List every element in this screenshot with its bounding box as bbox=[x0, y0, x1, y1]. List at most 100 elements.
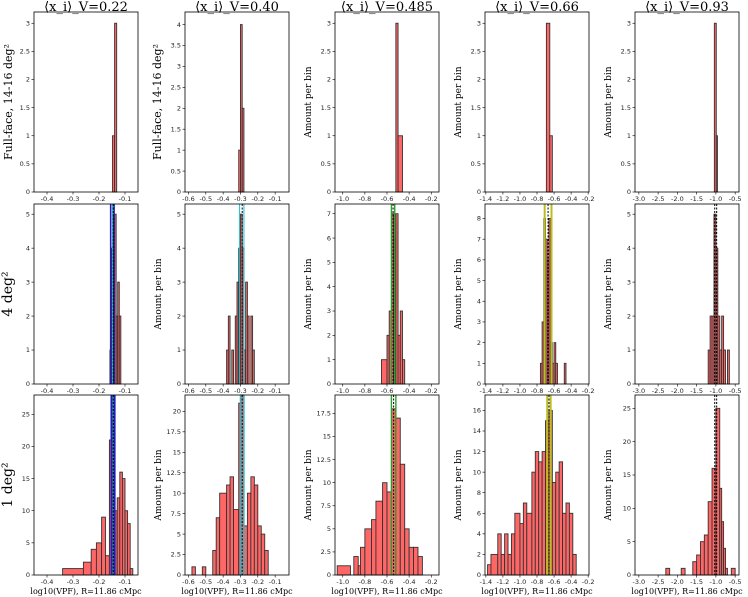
x-tick-label: -0.2 bbox=[425, 387, 438, 395]
y-tick-label: 1.5 bbox=[171, 125, 181, 133]
y-tick-label: 1 bbox=[627, 132, 631, 140]
histogram-bar bbox=[519, 523, 524, 576]
y-tick-label: 1 bbox=[477, 132, 481, 140]
histogram-bar bbox=[504, 533, 509, 576]
y-tick-label: 0 bbox=[477, 188, 481, 196]
y-tick-label: 15 bbox=[623, 471, 631, 479]
y-tick-label: 2 bbox=[327, 76, 331, 84]
y-tick-label: 3 bbox=[327, 19, 331, 27]
x-tick-label: -1.0 bbox=[710, 195, 723, 203]
y-tick-label: 3 bbox=[627, 278, 631, 286]
x-tick-label: -0.4 bbox=[217, 195, 230, 203]
x-tick-label: -1.0 bbox=[710, 578, 723, 586]
y-tick-label: 10 bbox=[173, 489, 181, 497]
histogram-bar bbox=[723, 349, 726, 385]
y-tick-label: 4 bbox=[177, 244, 181, 252]
x-tick-label: -0.3 bbox=[234, 387, 247, 395]
x-tick-label: -0.2 bbox=[93, 387, 106, 395]
y-tick-label: 3 bbox=[26, 278, 30, 286]
x-tick-label: -0.4 bbox=[217, 578, 230, 586]
x-tick-label: -0.5 bbox=[199, 578, 212, 586]
x-tick-label: -0.5 bbox=[729, 387, 742, 395]
y-tick-label: 4 bbox=[477, 297, 481, 305]
y-tick-label: 1 bbox=[26, 132, 30, 140]
x-tick-label: -1.5 bbox=[690, 578, 703, 586]
x-axis-label: log10(VPF), R=11.86 cMpc bbox=[631, 587, 743, 596]
x-axis-label: log10(VPF), R=11.86 cMpc bbox=[331, 587, 443, 596]
panel-c1-r0: -0.6 -0.5 -0.4 -0.3 -0.2 -0.1 0 0.5 1 1.5 2 2.5 3 3.5… bbox=[151, 11, 290, 203]
x-tick-label: -0.1 bbox=[269, 578, 282, 586]
y-tick-label: 0 bbox=[177, 380, 181, 388]
histogram-bar bbox=[399, 463, 406, 576]
y-tick-label: 4 bbox=[477, 530, 481, 538]
y-tick-label: 2 bbox=[627, 76, 631, 84]
y-tick-label: 3 bbox=[327, 307, 331, 315]
y-tick-label: 17.5 bbox=[167, 428, 181, 436]
histogram-bar bbox=[703, 534, 709, 576]
y-tick-label: 0 bbox=[477, 571, 481, 579]
histogram-bar bbox=[241, 107, 245, 193]
y-tick-label: 2.5 bbox=[171, 84, 181, 92]
row-label-secondary: Full-face, 14-16 deg² bbox=[151, 44, 164, 160]
x-tick-label: -1.5 bbox=[690, 387, 703, 395]
y-axis-label: Amount per bin bbox=[604, 449, 614, 521]
y-axis-label: Amount per bin bbox=[304, 258, 314, 330]
y-tick-label: 17.5 bbox=[317, 410, 331, 418]
y-tick-label: 0 bbox=[26, 188, 30, 196]
histogram-bar bbox=[514, 512, 521, 576]
histogram-bar bbox=[219, 492, 228, 576]
histogram-bar bbox=[408, 546, 415, 576]
x-tick-label: -0.2 bbox=[582, 195, 595, 203]
y-tick-label: 3 bbox=[177, 63, 181, 71]
y-tick-label: 1 bbox=[327, 132, 331, 140]
y-tick-label: 10 bbox=[473, 468, 481, 476]
x-tick-label: -0.6 bbox=[182, 387, 195, 395]
histogram-bar bbox=[551, 481, 557, 576]
x-tick-label: -1.5 bbox=[690, 195, 703, 203]
y-tick-label: 2 bbox=[327, 332, 331, 340]
column-titles: ⟨x_i⟩_V=0.22 ⟨x_i⟩_V=0.40 ⟨x_i⟩_V=0.485 ⟨x_… bbox=[44, 0, 729, 15]
y-tick-label: 20 bbox=[22, 443, 30, 451]
histogram-bar bbox=[711, 467, 717, 576]
y-axis-label: Amount per bin bbox=[154, 258, 164, 330]
y-tick-label: 0.5 bbox=[621, 160, 631, 168]
panel-c2-r1: -1.0 -0.8 -0.6 -0.4 -0.2 0 1 2 3 4 5 6 7 Amount per b… bbox=[304, 203, 440, 395]
x-tick-label: -0.3 bbox=[234, 195, 247, 203]
x-tick-label: -0.2 bbox=[425, 195, 438, 203]
y-tick-label: 3 bbox=[627, 19, 631, 27]
x-tick-label: -0.1 bbox=[119, 578, 132, 586]
y-axis-label: Amount per bin bbox=[604, 66, 614, 138]
histogram-bar bbox=[568, 512, 574, 576]
panel-c1-r2: -0.6 -0.5 -0.4 -0.3 -0.2 -0.1 0 2.5 5 7.5 10 12.5 15… bbox=[154, 394, 293, 596]
axes-frame bbox=[634, 394, 740, 576]
column-title: ⟨x_i⟩_V=0.22 bbox=[44, 0, 128, 15]
histogram-bar bbox=[562, 512, 567, 576]
x-tick-label: -0.5 bbox=[729, 195, 742, 203]
y-tick-label: 5 bbox=[627, 210, 631, 218]
y-tick-label: 15 bbox=[173, 448, 181, 456]
histogram-bar bbox=[526, 512, 533, 576]
y-tick-label: 0 bbox=[26, 571, 30, 579]
histogram-bar bbox=[359, 546, 366, 576]
x-tick-label: -1.0 bbox=[710, 387, 723, 395]
y-tick-label: 3 bbox=[477, 19, 481, 27]
x-tick-label: -0.6 bbox=[182, 195, 195, 203]
y-tick-label: 0 bbox=[627, 188, 631, 196]
histogram-bar bbox=[700, 541, 705, 576]
panel-c2-r2: -1.0 -0.8 -0.6 -0.4 -0.2 0 2.5 5 7.5 10 12.5 15 17.5… bbox=[304, 394, 443, 596]
histogram-bar bbox=[665, 567, 671, 576]
histogram-bar bbox=[253, 484, 259, 576]
y-tick-label: 3.5 bbox=[171, 42, 181, 50]
x-tick-label: -0.4 bbox=[565, 387, 578, 395]
y-tick-label: 15 bbox=[22, 475, 30, 483]
x-tick-label: -0.8 bbox=[359, 195, 372, 203]
x-tick-label: -1.4 bbox=[480, 195, 493, 203]
x-tick-label: -0.2 bbox=[425, 578, 438, 586]
x-tick-label: -0.8 bbox=[359, 578, 372, 586]
row-label: 1 deg² bbox=[0, 462, 16, 507]
x-tick-label: -0.4 bbox=[565, 578, 578, 586]
x-tick-label: -0.8 bbox=[531, 578, 544, 586]
y-tick-label: 0 bbox=[177, 571, 181, 579]
histogram-bar bbox=[229, 476, 234, 576]
y-tick-label: 2 bbox=[477, 551, 481, 559]
